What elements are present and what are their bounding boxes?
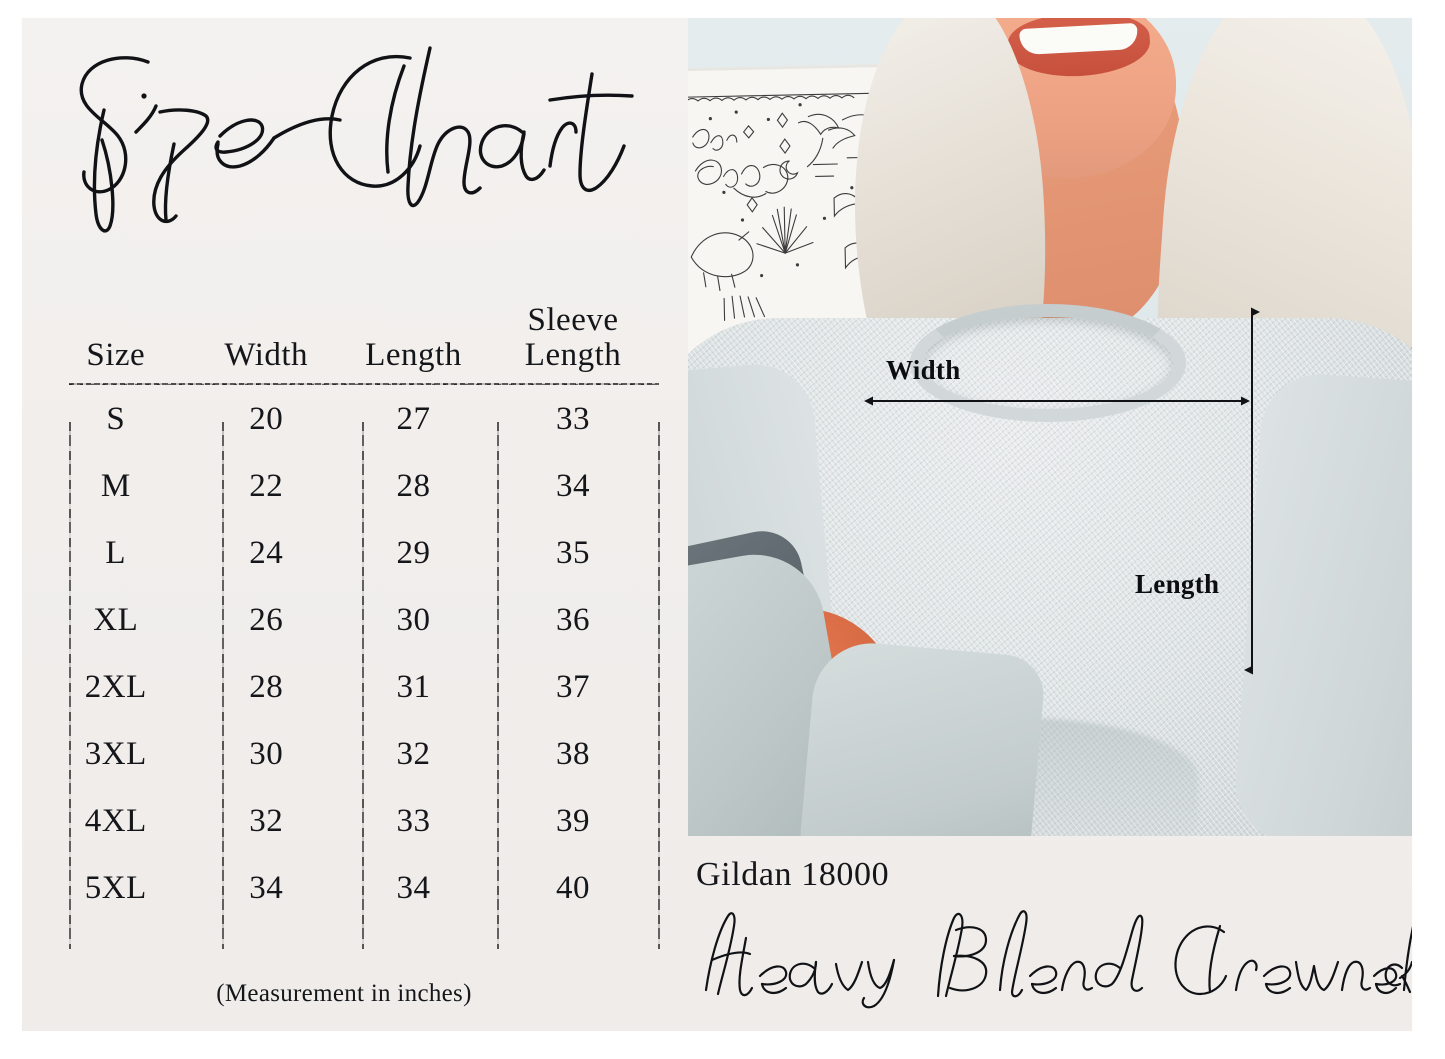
cell-width: 24: [249, 534, 284, 571]
column-header-width: Width: [224, 336, 309, 373]
size-table-body: S 20 27 33 M 22 28 34 L: [40, 386, 660, 922]
cell-size: M: [100, 467, 131, 504]
cell-width: 34: [249, 869, 284, 906]
cell-size: L: [105, 534, 127, 571]
product-photo-scene: Width Length: [688, 18, 1412, 836]
column-header-sleeve-line1: Sleeve: [527, 302, 619, 338]
product-style-name: Heavy Blend Crewneck: [688, 904, 1412, 1014]
table-header-rule: [69, 382, 689, 386]
measurement-footnote: (Measurement in inches): [216, 980, 472, 1007]
table-row: XL 26 30 36: [40, 587, 660, 654]
cell-width: 20: [249, 400, 284, 437]
length-annotation-label: Length: [1135, 569, 1220, 599]
table-row: 5XL 34 34 40: [40, 855, 660, 922]
cell-width: 30: [249, 735, 284, 772]
cell-width: 32: [249, 802, 284, 839]
cell-size: 5XL: [84, 869, 147, 906]
page-title: Size Chart: [52, 40, 652, 250]
cell-size: 3XL: [84, 735, 147, 772]
table-row: S 20 27 33: [40, 386, 660, 453]
cell-sleeve-length: 39: [556, 802, 591, 839]
product-brand-model: Gildan 18000: [696, 856, 890, 893]
distressed-jeans-lower: [799, 638, 1047, 836]
table-row: 3XL 30 32 38: [40, 721, 660, 788]
cell-length: 28: [396, 467, 431, 504]
cell-length: 29: [396, 534, 431, 571]
right-pane: Width Length Gildan 18000 Heavy Blend Cr…: [666, 18, 1412, 1031]
cell-size: S: [106, 400, 126, 437]
cell-sleeve-length: 33: [556, 400, 591, 437]
table-row: L 24 29 35: [40, 520, 660, 587]
table-row: 4XL 32 33 39: [40, 788, 660, 855]
cell-sleeve-length: 36: [556, 601, 591, 638]
cell-sleeve-length: 35: [556, 534, 591, 571]
cell-length: 32: [396, 735, 431, 772]
cell-length: 30: [396, 601, 431, 638]
cell-sleeve-length: 34: [556, 467, 591, 504]
column-header-sleeve-line2: Length: [524, 336, 622, 373]
size-table-body-table: S 20 27 33 M 22 28 34 L: [40, 386, 660, 922]
cell-sleeve-length: 40: [556, 869, 591, 906]
width-annotation-label: Width: [886, 355, 961, 385]
column-header-sleeve-length: Sleeve Length: [486, 303, 660, 383]
cell-size: 4XL: [84, 802, 147, 839]
column-header-length: Length: [365, 336, 462, 373]
model-teeth: [1019, 22, 1139, 56]
size-table: Size Width Length Sleeve Length: [40, 303, 660, 383]
cell-length: 34: [396, 869, 431, 906]
table-row: M 22 28 34: [40, 453, 660, 520]
product-photo: Width Length: [688, 18, 1412, 836]
column-header-size: Size: [86, 336, 146, 373]
table-row: 2XL 28 31 37: [40, 654, 660, 721]
cell-width: 26: [249, 601, 284, 638]
cell-length: 31: [396, 668, 431, 705]
cell-width: 22: [249, 467, 284, 504]
cell-sleeve-length: 38: [556, 735, 591, 772]
size-table-wrap: Size Width Length Sleeve Length: [40, 303, 660, 922]
sweatshirt-sleeve-right: [1231, 370, 1412, 836]
cell-size: XL: [93, 601, 139, 638]
table-header-row: Size Width Length Sleeve Length: [40, 303, 660, 383]
size-table-head: Size Width Length Sleeve Length: [40, 303, 660, 383]
cell-size: 2XL: [84, 668, 147, 705]
size-chart-card: Size Chart: [22, 18, 1412, 1031]
cell-length: 33: [396, 802, 431, 839]
left-pane: Size Chart: [22, 18, 666, 1031]
cell-sleeve-length: 37: [556, 668, 591, 705]
cell-width: 28: [249, 668, 284, 705]
cell-length: 27: [396, 400, 431, 437]
